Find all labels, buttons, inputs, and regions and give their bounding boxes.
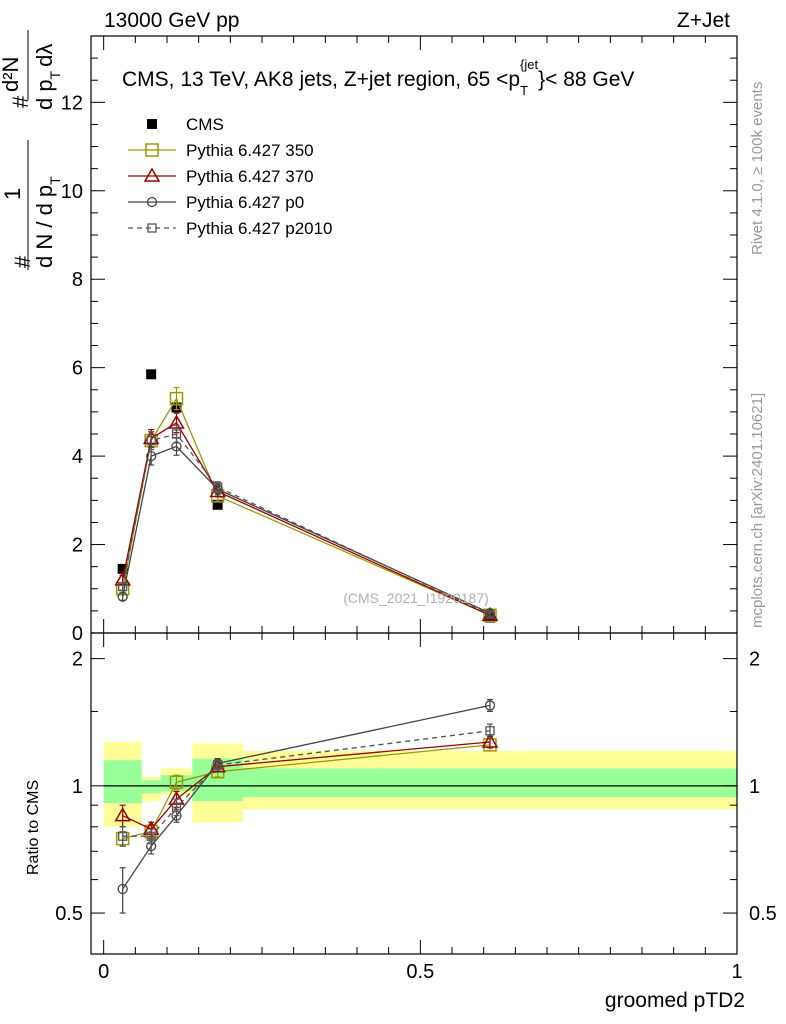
header-analysis: Z+Jet (677, 9, 730, 32)
legend-item-3: Pythia 6.427 p0 (128, 193, 304, 212)
main-series-0-point-0 (117, 563, 128, 574)
legend-marker-2 (143, 167, 161, 182)
legend-item-1: Pythia 6.427 350 (128, 141, 314, 160)
ratio-series (114, 698, 499, 914)
ylabel-hash-2: # (8, 95, 33, 108)
legend-label-0: CMS (186, 115, 224, 134)
ratio-band-green-4 (243, 768, 737, 798)
ratio-band-green-1 (141, 780, 161, 794)
ratio-axes: 0.5 0.5 1 1 2 2 0 0.5 1 (55, 633, 777, 983)
ylabel-hash-1: # (10, 255, 35, 268)
legend-label-1: Pythia 6.427 350 (186, 141, 314, 160)
mcplots-label: mcplots.cern.ch [arXiv:2401.10621] (749, 393, 766, 628)
legend-item-0: CMS (147, 115, 224, 134)
main-series (114, 369, 499, 623)
legend-label-3: Pythia 6.427 p0 (186, 193, 304, 212)
main-series-4-point-2 (171, 429, 182, 439)
ratio-ytick-label-1: 1 (72, 776, 83, 798)
main-series-1-point-2 (169, 391, 184, 406)
main-ytick-label-0: 0 (72, 623, 83, 645)
ratio-series-2-point-0 (117, 883, 128, 895)
ratio-ylabel: Ratio to CMS (25, 780, 42, 875)
main-series-4-point-3 (213, 482, 223, 492)
ratio-series-3-point-1 (146, 831, 156, 841)
main-panel: (CMS_2021_I1920187) 0 2 4 6 8 10 12 CMS, 13 Te… (61, 35, 738, 645)
ratio-series-3-point-3 (213, 760, 223, 770)
legend-marker-1 (145, 143, 159, 157)
main-series-4-point-1 (146, 435, 156, 446)
ratio-ytick-label-right-1: 1 (749, 776, 760, 798)
legend: CMS Pythia 6.427 350 Pythia 6.427 370 Pythi… (128, 115, 333, 238)
main-series-0-point-3 (212, 499, 223, 510)
main-series-4-point-4 (485, 609, 495, 620)
ratio-ytick-label-0: 0.5 (55, 903, 83, 925)
main-series-1-line (122, 397, 491, 616)
ratio-series-1-point-0 (114, 807, 131, 822)
ratio-xlabel: groomed pTD2 (605, 989, 745, 1012)
ratio-ytick-label-right-0: 0.5 (749, 903, 777, 925)
main-ytick-label-4: 8 (72, 269, 83, 291)
main-ylabel: # 1 d N / d pT # d²N d pTdλ (0, 30, 63, 270)
main-ytick-label-5: 10 (61, 181, 83, 203)
ratio-xtick-label-2: 1 (731, 961, 742, 983)
main-axes: 0 2 4 6 8 10 12 (61, 36, 738, 645)
main-series-0-point-1 (146, 369, 157, 380)
ylabel-dpT-dlambda: d pTdλ (32, 44, 63, 110)
ratio-series-3 (118, 723, 495, 847)
rivet-label: Rivet 4.1.0, ≥ 100k events (749, 82, 766, 255)
ratio-bands (103, 741, 737, 827)
legend-label-2: Pythia 6.427 370 (186, 167, 314, 186)
ratio-series-1-point-4 (481, 733, 499, 748)
legend-item-4: Pythia 6.427 p2010 (128, 219, 333, 238)
main-ytick-label-6: 12 (61, 92, 83, 114)
ratio-xtick-label-1: 0.5 (406, 961, 434, 983)
ratio-series-3-point-2 (171, 802, 182, 812)
ratio-band-green-0 (103, 760, 142, 804)
ylabel-d2N: d²N (0, 57, 23, 92)
ylabel-one: 1 (0, 188, 25, 200)
legend-label-4: Pythia 6.427 p2010 (186, 219, 333, 238)
main-series-1 (115, 386, 497, 623)
header-process: 13000 GeV pp (104, 9, 239, 32)
ratio-series-2-point-4 (484, 700, 496, 711)
ratio-frame (90, 632, 738, 955)
ratio-series-0-point-2 (169, 775, 184, 789)
main-series-0 (117, 369, 495, 623)
main-ytick-label-3: 6 (72, 358, 83, 380)
main-series-3-point-0 (117, 591, 128, 602)
ratio-ytick-label-2: 2 (72, 649, 83, 671)
ratio-series-3-point-4 (485, 726, 495, 736)
legend-marker-3 (146, 196, 158, 208)
ratio-xtick-label-0: 0 (98, 961, 109, 983)
main-ytick-label-1: 2 (72, 535, 83, 557)
ratio-series-3-point-0 (118, 831, 128, 841)
ratio-ytick-label-right-2: 2 (749, 649, 760, 671)
main-series-3-point-1 (146, 450, 157, 462)
main-ytick-label-2: 4 (72, 446, 83, 468)
main-title: CMS, 13 TeV, AK8 jets, Z+jet region, 65 … (122, 57, 634, 98)
legend-item-2: Pythia 6.427 370 (128, 167, 314, 186)
legend-marker-4 (147, 223, 157, 233)
watermark: (CMS_2021_I1920187) (343, 590, 489, 606)
main-series-4 (118, 424, 495, 620)
main-series-2-line (122, 422, 491, 616)
ylabel-dN-dpT: d N / d pT (32, 176, 63, 268)
main-series-4-point-0 (118, 581, 128, 592)
legend-marker-0 (147, 119, 157, 129)
ratio-panel: 0.5 0.5 1 1 2 2 0 0.5 1 Ratio to CMS groomed pTD… (25, 632, 777, 1012)
